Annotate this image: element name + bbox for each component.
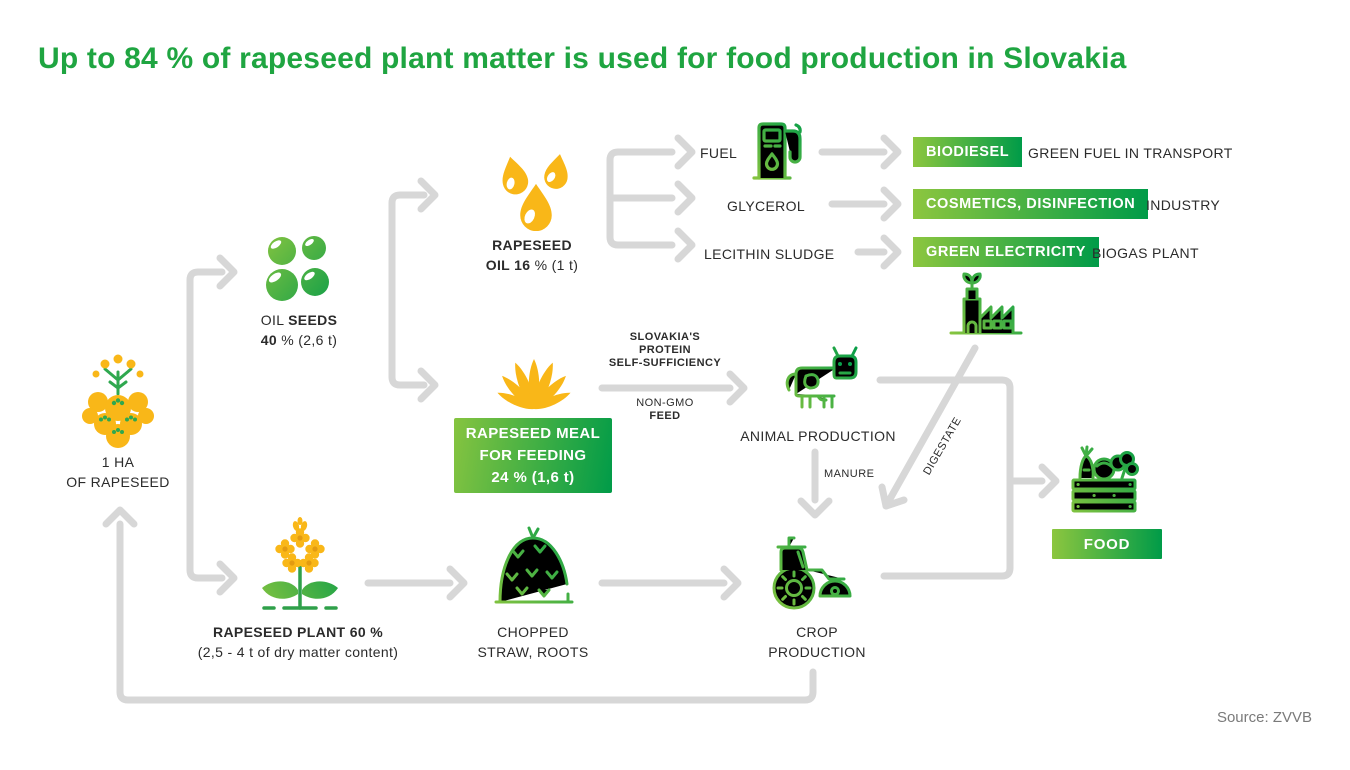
crop-production-label: CROP PRODUCTION <box>768 624 866 660</box>
cow-icon <box>785 346 858 409</box>
animal-production-label: ANIMAL PRODUCTION <box>740 428 896 444</box>
lecithin-label: LECITHIN SLUDGE <box>704 246 835 262</box>
glycerol-label: GLYCEROL <box>727 198 806 214</box>
haystack-icon <box>494 526 574 604</box>
protein-self-sufficiency-label: SLOVAKIA'S PROTEIN SELF-SUFFICIENCY <box>608 331 722 369</box>
chopped-straw-label: CHOPPED STRAW, ROOTS <box>477 624 589 660</box>
rapeseed-plant-label: RAPESEED PLANT 60 % (2,5 - 4 t of dry ma… <box>197 624 399 660</box>
biogas-plant-icon <box>949 272 1023 335</box>
food-crate-icon <box>1071 445 1139 513</box>
non-gmo-feed-label: NON-GMO FEED <box>636 397 694 422</box>
food-badge: FOOD <box>1052 529 1162 559</box>
rapeseed-meal-icon <box>497 359 571 410</box>
rapeseed-oil-label: RAPESEED OIL 16 % (1 t) <box>485 237 579 273</box>
industry-result-label: INDUSTRY <box>1146 197 1221 213</box>
fuel-label: FUEL <box>700 145 738 161</box>
rapeseed-meal-box: RAPESEED MEAL FOR FEEDING 24 % (1,6 t) <box>454 418 612 493</box>
cosmetics-badge: COSMETICS, DISINFECTION <box>913 189 1149 219</box>
oil-drops-icon <box>502 154 568 231</box>
rapeseed-plant-icon <box>262 517 338 610</box>
rapeseed-flower-icon <box>82 354 154 448</box>
biogas-result-label: BIOGAS PLANT <box>1092 245 1199 261</box>
manure-label: MANURE <box>824 468 875 480</box>
hectare-label: 1 HA OF RAPESEED <box>66 454 170 490</box>
oil-seeds-label: OIL SEEDS 40 % (2,6 t) <box>260 312 338 348</box>
fuel-pump-icon <box>752 122 802 180</box>
infographic-title: Up to 84 % of rapeseed plant matter is u… <box>38 42 1127 75</box>
biodiesel-result-label: GREEN FUEL IN TRANSPORT <box>1028 145 1233 161</box>
biodiesel-badge: BIODIESEL <box>913 137 1023 167</box>
source-label: Source: ZVVB <box>1216 709 1312 726</box>
tractor-icon <box>772 536 852 610</box>
electricity-badge: GREEN ELECTRICITY <box>913 237 1099 267</box>
oil-seeds-icon <box>266 236 329 301</box>
